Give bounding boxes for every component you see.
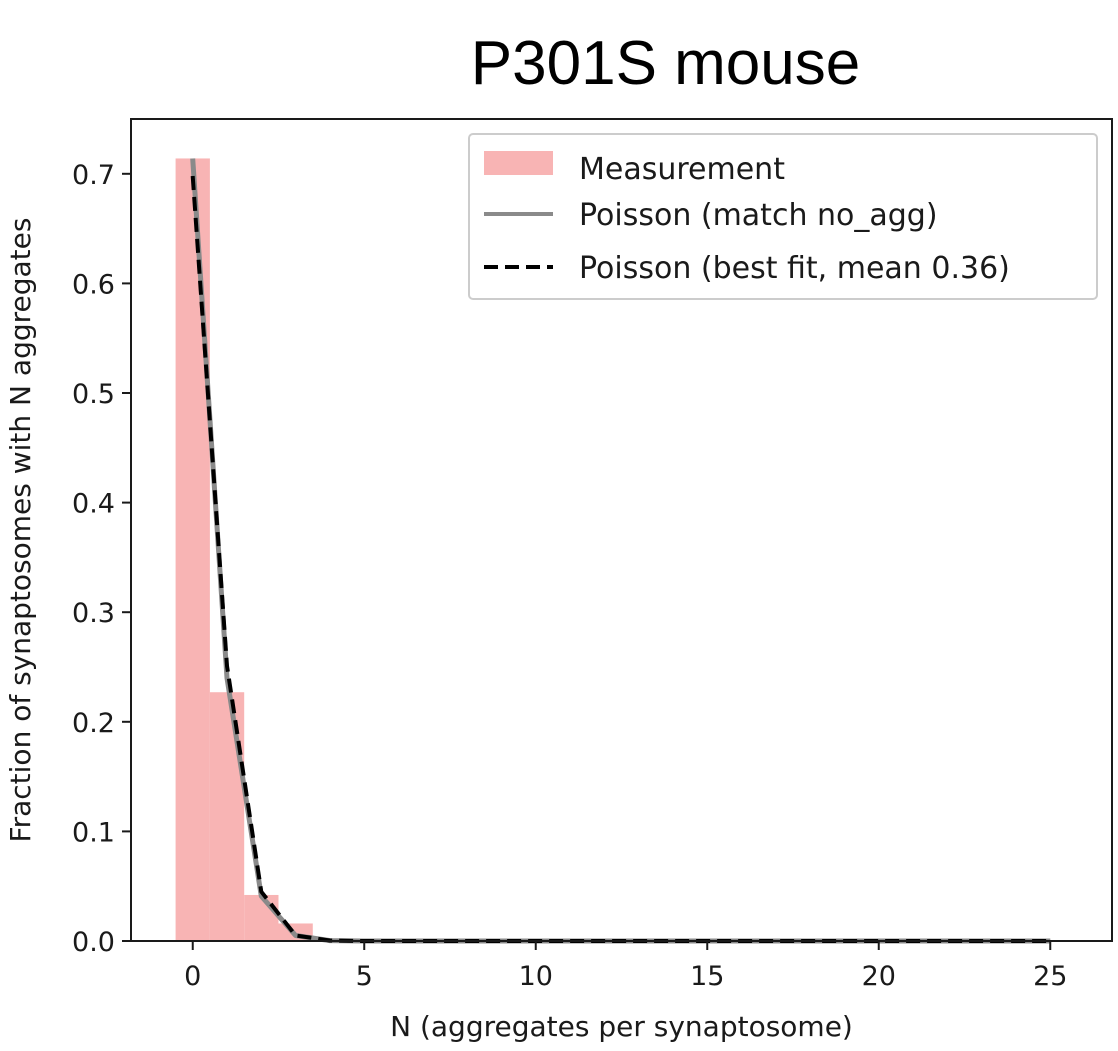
x-tick-label: 15 bbox=[690, 961, 724, 992]
legend-box bbox=[468, 133, 1098, 300]
y-tick-label: 0.3 bbox=[72, 598, 115, 629]
legend-label-measurement: Measurement bbox=[579, 152, 785, 187]
y-tick-label: 0.2 bbox=[72, 708, 115, 739]
chart-title: P301S mouse bbox=[470, 29, 861, 98]
histogram-bars bbox=[175, 158, 313, 941]
y-tick-label: 0.1 bbox=[72, 817, 115, 848]
histogram-bar bbox=[209, 692, 245, 941]
histogram-bar bbox=[244, 894, 279, 941]
x-tick-label: 10 bbox=[519, 961, 553, 992]
x-tick-label: 25 bbox=[1033, 961, 1067, 992]
y-tick-label: 0.7 bbox=[72, 160, 115, 191]
y-tick-label: 0.4 bbox=[72, 489, 115, 520]
x-axis-label: N (aggregates per synaptosome) bbox=[390, 1010, 853, 1043]
plot-frame bbox=[130, 118, 1113, 942]
histogram-bar bbox=[175, 158, 210, 941]
x-tick-label: 20 bbox=[862, 961, 896, 992]
x-tick-label: 0 bbox=[184, 961, 201, 992]
y-tick-label: 0.5 bbox=[72, 379, 115, 410]
y-axis-ticks: 0.0 0.1 0.2 0.3 0.4 0.5 0.6 0.7 bbox=[72, 160, 131, 958]
y-tick-label: 0.0 bbox=[72, 927, 115, 958]
legend-swatch-measurement bbox=[484, 151, 553, 175]
x-axis-ticks: 0 5 10 15 20 25 bbox=[184, 941, 1067, 992]
x-tick-label: 5 bbox=[356, 961, 373, 992]
y-tick-label: 0.6 bbox=[72, 269, 115, 300]
legend: Measurement Poisson (match no_agg) Poiss… bbox=[468, 133, 1098, 300]
y-axis-label: Fraction of synaptosomes with N aggregat… bbox=[4, 218, 37, 843]
legend-label-poisson-match: Poisson (match no_agg) bbox=[579, 198, 938, 233]
legend-label-poisson-best-fit: Poisson (best fit, mean 0.36) bbox=[579, 251, 1010, 286]
